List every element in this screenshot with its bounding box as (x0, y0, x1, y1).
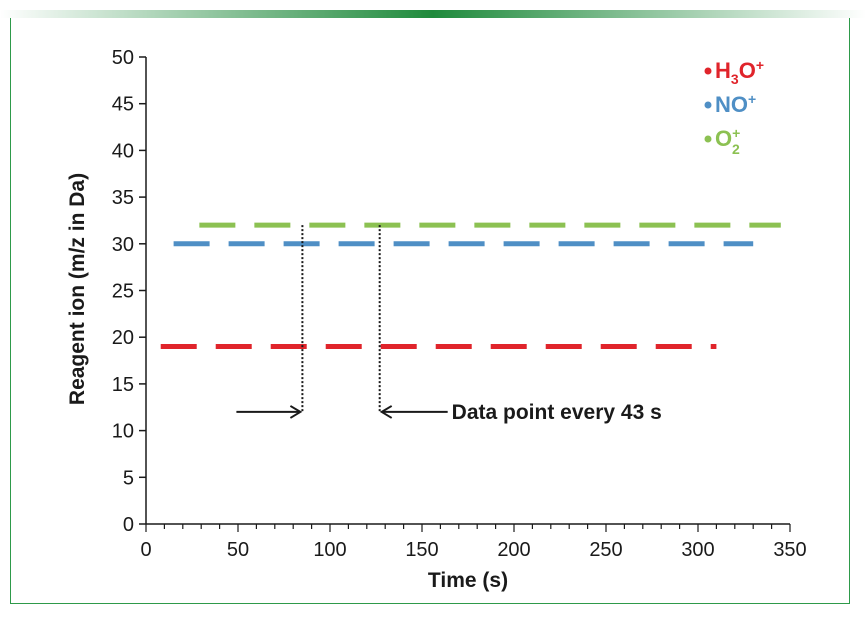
arrow-right-head (379, 405, 393, 419)
legend-marker-no (704, 101, 712, 109)
x-tick-label: 0 (140, 539, 151, 561)
y-tick-label: 45 (112, 94, 134, 116)
legend: H3O+ NO+ O+ 2 (704, 57, 764, 157)
series-layer (160, 222, 781, 350)
y-tick-label: 20 (112, 327, 134, 349)
y-tick-label: 10 (112, 421, 134, 443)
x-tick-label: 250 (589, 539, 622, 561)
y-tick-label: 30 (112, 234, 134, 256)
x-tick-label: 300 (681, 539, 714, 561)
annotation-text: Data point every 43 s (452, 401, 662, 424)
legend-label-h3o: H3O+ (715, 57, 764, 87)
x-axis-label: Time (s) (428, 569, 508, 592)
legend-label-o2: O+ 2 (715, 125, 740, 157)
y-tick-label: 50 (112, 47, 134, 69)
y-tick-label: 0 (123, 514, 134, 536)
y-tick-label: 25 (112, 281, 134, 303)
axes: 0 5 10 15 20 25 30 35 40 45 50 0 50 100 150 200 250 300 35… (112, 47, 807, 561)
x-tick-label: 350 (773, 539, 806, 561)
x-tick-label: 100 (313, 539, 346, 561)
legend-label-no: NO+ (715, 91, 756, 117)
y-tick-label: 35 (112, 187, 134, 209)
x-tick-label: 200 (497, 539, 530, 561)
legend-marker-o2 (704, 135, 712, 143)
figure-frame (10, 18, 850, 604)
arrow-left-head (289, 405, 303, 419)
top-gradient-bar (0, 10, 866, 18)
x-tick-label: 150 (405, 539, 438, 561)
y-tick-label: 5 (123, 467, 134, 489)
legend-marker-h3o (704, 67, 712, 75)
annotation-layer: Data point every 43 s (236, 225, 662, 424)
x-tick-label: 50 (227, 539, 249, 561)
y-tick-label: 15 (112, 374, 134, 396)
y-axis-label: Reagent ion (m/z in Da) (66, 173, 89, 405)
y-tick-label: 40 (112, 140, 134, 162)
